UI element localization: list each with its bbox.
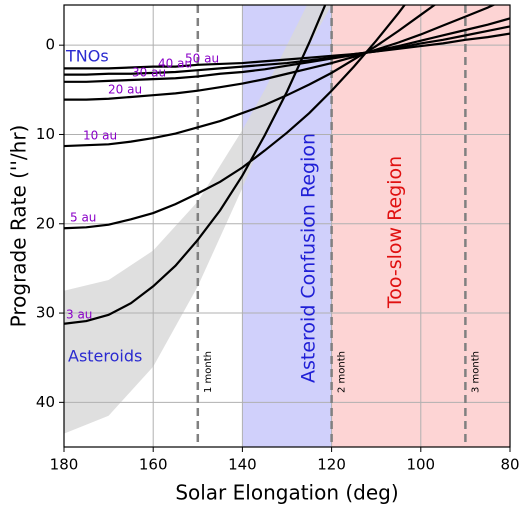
series-line	[64, 32, 510, 70]
x-axis-label: Solar Elongation (deg)	[175, 481, 398, 505]
x-tick-label: 140	[228, 456, 257, 474]
x-tick-label: 100	[406, 456, 435, 474]
x-tick-label: 80	[500, 456, 519, 474]
series-line	[64, 25, 510, 76]
x-tick-label: 160	[139, 456, 168, 474]
series-label: 20 au	[108, 83, 142, 97]
y-tick-label: 10	[36, 125, 55, 143]
month-label: 2 month	[337, 351, 348, 393]
series-label: 5 au	[70, 211, 96, 225]
series-label: 50 au	[185, 52, 219, 66]
month-label: 1 month	[203, 351, 214, 393]
series-line	[64, 17, 510, 83]
series-label: 10 au	[83, 129, 117, 143]
plot-frame	[63, 4, 511, 448]
region-label: Too-slow Region	[384, 156, 406, 309]
series-label: 3 au	[66, 308, 92, 322]
series-line	[64, 5, 496, 101]
plot-area	[64, 5, 510, 447]
y-tick-label: 0	[45, 36, 55, 54]
y-axis-label: Prograde Rate (''/hr)	[7, 125, 31, 328]
y-tick-label: 30	[36, 304, 55, 322]
series-line	[64, 5, 437, 148]
annotation: TNOs	[65, 47, 109, 66]
x-tick-label: 120	[317, 456, 346, 474]
overlay: 180 160 140 120 100 80 0 10 20 30 40 1 month 2 month…	[36, 36, 520, 474]
series-label: 30 au	[132, 66, 166, 80]
series-label: 40 au	[158, 57, 192, 71]
band-label: Asteroids	[68, 347, 142, 366]
y-tick-label: 40	[36, 393, 55, 411]
y-tick-label: 20	[36, 214, 55, 232]
series-line	[64, 5, 406, 230]
month-label: 3 month	[470, 351, 481, 393]
region-label: Asteroid Confusion Region	[298, 133, 320, 383]
x-tick-label: 180	[50, 456, 79, 474]
series-line	[64, 5, 327, 325]
